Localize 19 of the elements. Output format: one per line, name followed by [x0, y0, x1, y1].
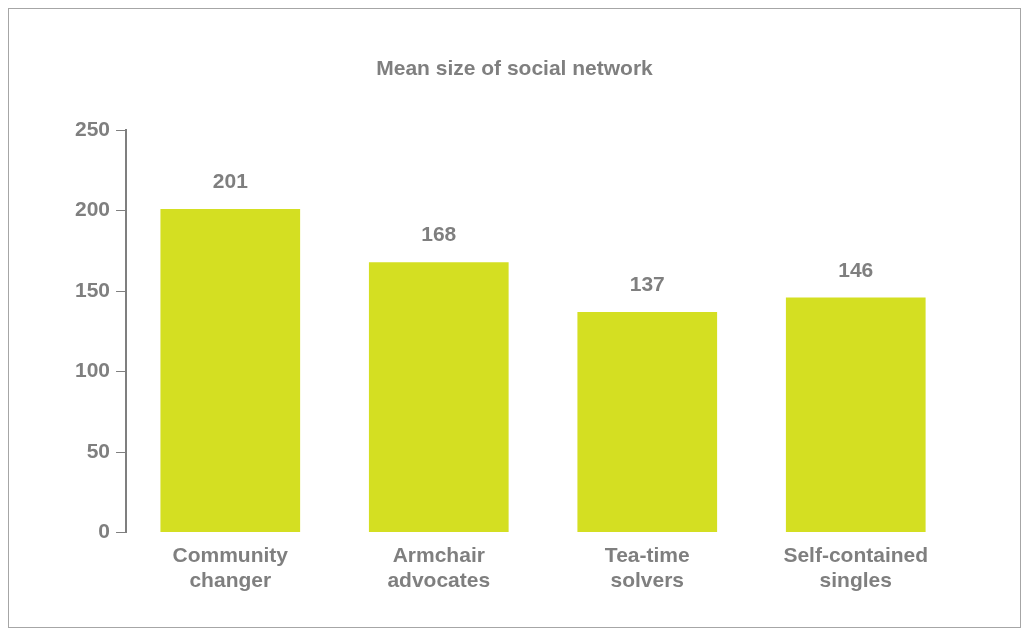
bar [577, 312, 718, 533]
y-tick-label: 50 [86, 438, 111, 462]
x-tick-label: Self-contained singles [783, 543, 929, 592]
data-label: 137 [629, 272, 665, 296]
y-tick-label: 100 [74, 358, 111, 382]
y-tick-label: 0 [98, 519, 111, 543]
bar [785, 297, 926, 533]
y-tick-label: 200 [74, 197, 111, 221]
y-tick-label: 250 [74, 117, 111, 140]
bar [160, 209, 301, 533]
bar [368, 262, 509, 533]
y-tick-label: 150 [74, 277, 111, 301]
data-label: 146 [838, 257, 874, 281]
x-tick-label: Tea-time solvers [604, 543, 690, 592]
x-tick-label: Armchair advocates [387, 543, 491, 592]
data-label: 168 [421, 222, 457, 246]
chart-title: Mean size of social network [376, 56, 654, 80]
data-label: 201 [212, 169, 249, 193]
x-tick-label: Community changer [172, 543, 289, 592]
